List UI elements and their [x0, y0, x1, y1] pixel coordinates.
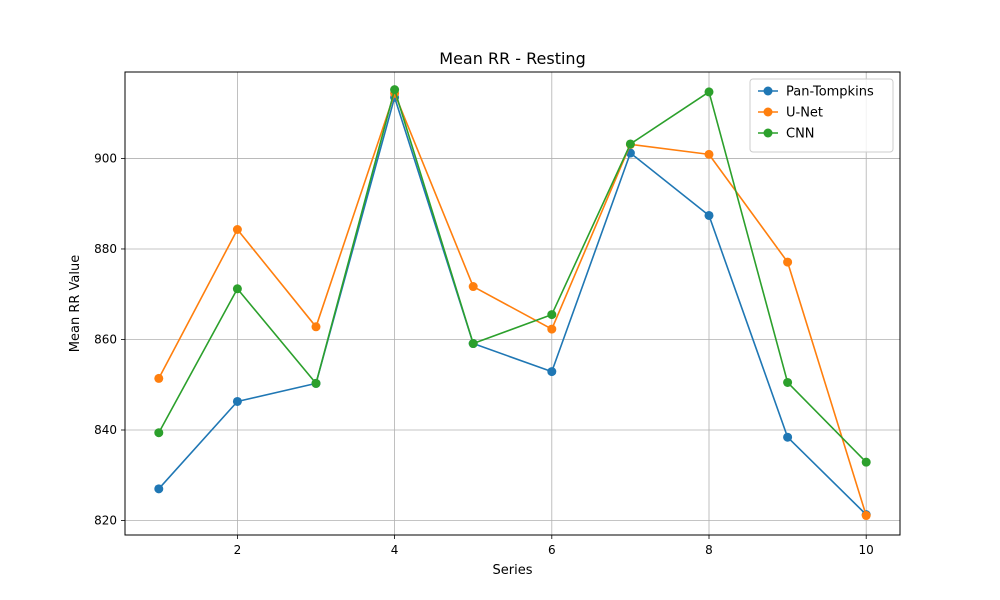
data-point-cnn	[704, 87, 714, 97]
data-point-pan-tompkins	[154, 484, 164, 494]
data-point-cnn	[861, 457, 871, 467]
data-point-cnn	[468, 339, 478, 349]
grid	[125, 72, 900, 535]
x-tick-label: 8	[705, 543, 713, 557]
data-point-pan-tompkins	[547, 367, 557, 377]
legend: Pan-Tompkins U-Net CNN	[749, 78, 894, 153]
x-axis-label: Series	[493, 563, 533, 578]
data-point-u-net	[154, 373, 164, 383]
x-tick-label: 10	[859, 543, 874, 557]
data-point-u-net	[704, 149, 714, 159]
data-point-u-net	[783, 257, 793, 267]
y-tick-label: 820	[94, 514, 117, 528]
y-tick-label: 860	[94, 332, 117, 346]
data-point-pan-tompkins	[232, 396, 242, 406]
data-point-cnn	[625, 139, 635, 149]
chart-title: Mean RR - Resting	[439, 49, 585, 68]
data-point-u-net	[232, 225, 242, 235]
x-tick-label: 4	[391, 543, 399, 557]
x-tick-label: 6	[548, 543, 556, 557]
y-tick-label: 900	[94, 151, 117, 165]
x-tick-label: 2	[234, 543, 242, 557]
legend-swatch-marker	[763, 107, 773, 117]
series-cnn	[154, 85, 871, 467]
data-point-cnn	[154, 428, 164, 438]
legend-swatch-marker	[763, 128, 773, 138]
legend-label: U-Net	[786, 106, 823, 121]
data-point-cnn	[311, 378, 321, 388]
series-line-u-net	[158, 92, 867, 516]
legend-label: Pan-Tompkins	[786, 85, 874, 100]
data-point-cnn	[783, 377, 793, 387]
data-point-u-net	[468, 282, 478, 292]
data-point-pan-tompkins	[704, 210, 714, 220]
data-point-u-net	[311, 322, 321, 332]
data-point-u-net	[547, 324, 557, 334]
data-point-cnn	[390, 85, 400, 95]
data-point-pan-tompkins	[783, 432, 793, 442]
axis-ticks: 2 4 6 8 10 820 840 860 880 900	[94, 151, 874, 557]
plot-area-frame	[124, 71, 901, 536]
y-tick-label: 880	[94, 242, 117, 256]
legend-swatch-marker	[763, 86, 773, 96]
data-point-cnn	[547, 310, 557, 320]
data-point-cnn	[232, 284, 242, 294]
legend-box	[749, 78, 894, 153]
legend-item-pan-tompkins: Pan-Tompkins	[758, 85, 874, 100]
legend-item-cnn: CNN	[758, 127, 815, 142]
series-lines	[154, 85, 871, 521]
series-line-pan-tompkins	[158, 96, 867, 516]
legend-label: CNN	[786, 127, 815, 142]
data-point-u-net	[861, 511, 871, 521]
y-axis-label: Mean RR Value	[68, 255, 83, 352]
series-line-cnn	[158, 88, 867, 463]
legend-item-u-net: U-Net	[758, 106, 823, 121]
y-tick-label: 840	[94, 423, 117, 437]
